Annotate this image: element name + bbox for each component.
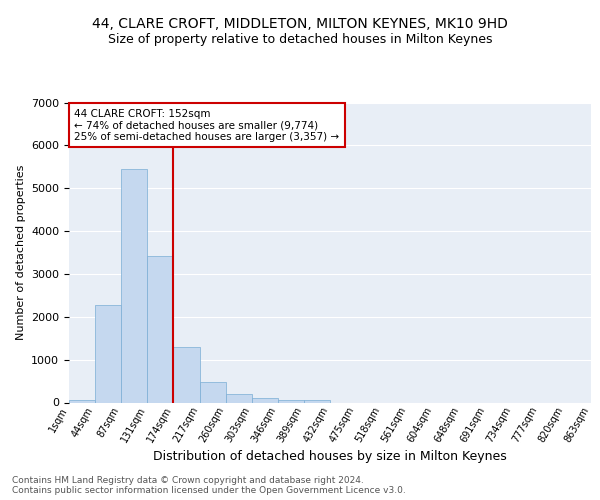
Bar (148, 256, 173, 402)
Bar (173, 347, 199, 403)
Bar (121, 169, 148, 402)
Bar (278, 400, 304, 402)
Text: 44, CLARE CROFT, MIDDLETON, MILTON KEYNES, MK10 9HD: 44, CLARE CROFT, MIDDLETON, MILTON KEYNE… (92, 18, 508, 32)
Y-axis label: Number of detached properties: Number of detached properties (16, 165, 26, 340)
Text: Size of property relative to detached houses in Milton Keynes: Size of property relative to detached ho… (108, 32, 492, 46)
Bar (69, 400, 95, 402)
Bar (226, 394, 252, 402)
Text: Contains HM Land Registry data © Crown copyright and database right 2024.
Contai: Contains HM Land Registry data © Crown c… (12, 476, 406, 495)
Bar (252, 398, 278, 402)
Bar (199, 382, 226, 402)
Bar (304, 400, 330, 402)
X-axis label: Distribution of detached houses by size in Milton Keynes: Distribution of detached houses by size … (153, 450, 507, 463)
Text: 44 CLARE CROFT: 152sqm
← 74% of detached houses are smaller (9,774)
25% of semi-: 44 CLARE CROFT: 152sqm ← 74% of detached… (74, 108, 340, 142)
Bar (95, 305, 121, 402)
